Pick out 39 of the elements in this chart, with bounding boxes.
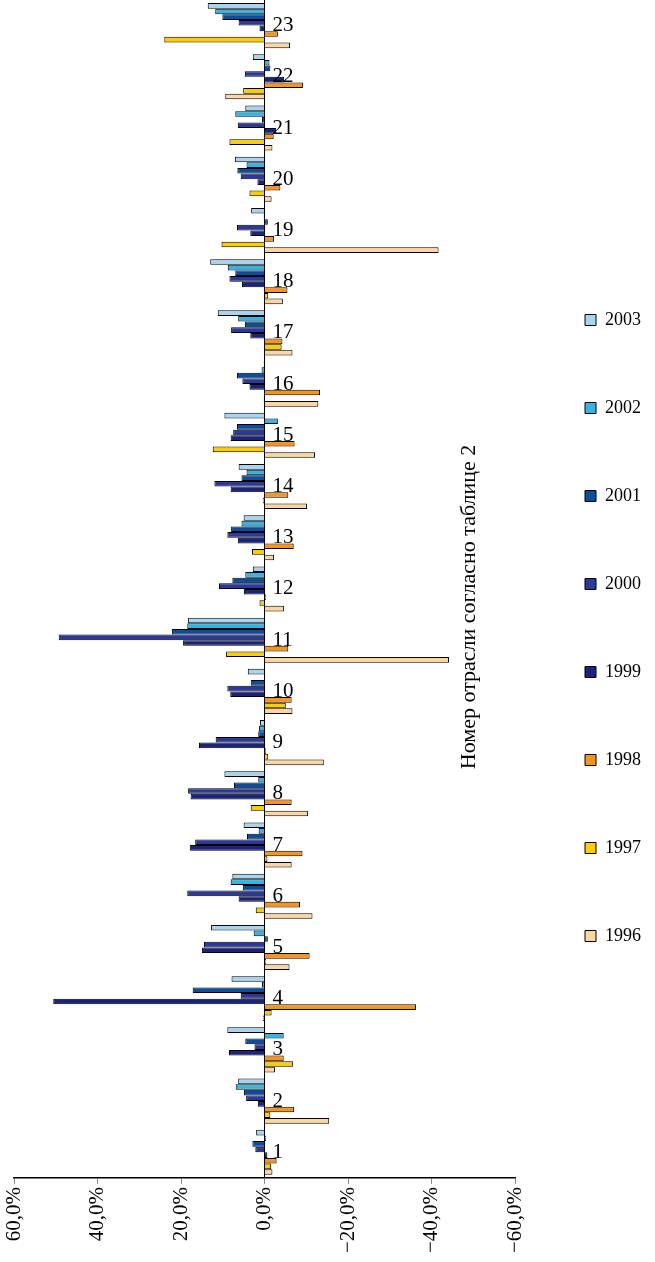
legend-label: 2001 [605,484,641,505]
y-tick-label: 22 [272,63,294,88]
x-tick-label: 0,0% [251,1186,276,1231]
legend-label: 1996 [605,924,641,945]
legend-label: 1999 [605,660,641,681]
y-tick-label: 3 [272,1036,283,1061]
legend-label: 2003 [605,308,641,329]
x-tick-label: −40,0% [418,1186,443,1254]
x-tick-label: 40,0% [84,1186,109,1242]
y-tick-label: 10 [272,677,294,702]
legend-label: 1998 [605,748,641,769]
y-tick-label: 18 [272,268,294,293]
legend-label: 1997 [605,836,641,857]
y-tick-label: 23 [272,12,294,37]
y-tick-label: 8 [272,780,283,805]
y-tick-label: 17 [272,319,294,344]
y-tick-label: 16 [272,370,294,395]
x-tick-label: −60,0% [501,1186,526,1254]
y-tick-label: 20 [272,165,294,190]
y-tick-label: 5 [272,933,283,958]
y-tick-label: 13 [272,524,294,549]
y-axis-title: Номер отрасли согласно таблице 2 [454,444,480,770]
y-tick-label: 21 [272,114,294,139]
y-tick-label: 4 [272,985,284,1010]
y-tick-label: 6 [272,882,283,907]
y-tick-label: 15 [272,421,294,446]
legend-label: 2000 [605,572,641,593]
y-tick-label: 1 [272,1138,283,1163]
x-tick-label: 60,0% [0,1186,25,1242]
y-tick-label: 11 [272,626,293,651]
y-tick-label: 2 [272,1087,283,1112]
y-tick-label: 14 [272,473,294,498]
x-tick-label: 20,0% [167,1186,192,1242]
x-tick-label: −20,0% [334,1186,359,1254]
y-tick-label: 19 [272,216,294,241]
y-tick-label: 7 [272,831,283,856]
legend-label: 2002 [605,396,641,417]
y-tick-label: 9 [272,729,283,754]
y-tick-label: 12 [272,575,294,600]
